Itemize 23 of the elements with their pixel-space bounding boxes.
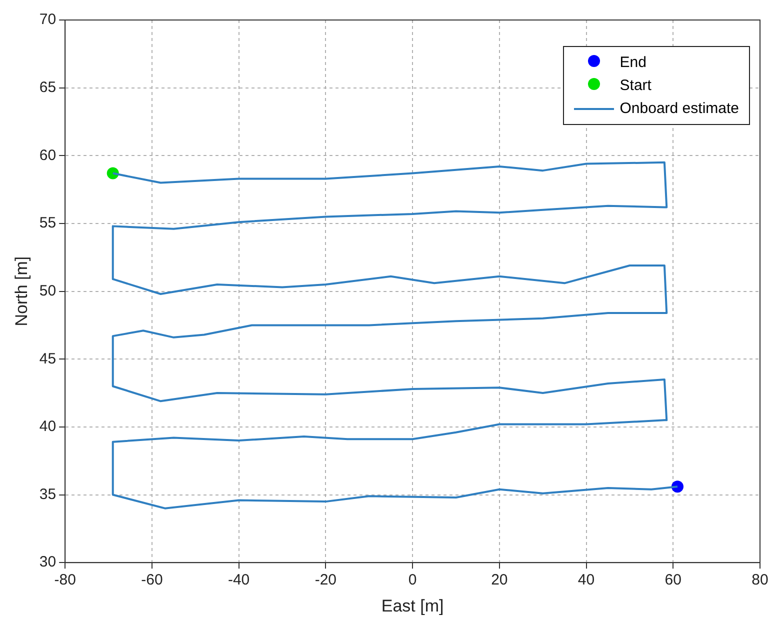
legend-label: Start — [620, 77, 652, 94]
legend-label: End — [620, 54, 646, 71]
x-tick-label: 40 — [578, 572, 595, 589]
y-axis-title: North [m] — [12, 256, 31, 326]
x-tick-label: -40 — [228, 572, 250, 589]
y-tick-label: 35 — [39, 486, 56, 503]
x-tick-label: 80 — [752, 572, 768, 589]
x-tick-label: 20 — [491, 572, 508, 589]
x-tick-label: -60 — [141, 572, 163, 589]
y-tick-label: 55 — [39, 214, 56, 232]
y-tick-label: 65 — [39, 78, 56, 96]
y-tick-label: 40 — [39, 418, 56, 436]
y-tick-label: 45 — [39, 350, 56, 368]
x-tick-label: 0 — [408, 572, 417, 589]
x-axis-title: East [m] — [381, 596, 444, 616]
y-tick-label: 60 — [39, 146, 56, 164]
x-tick-label: -20 — [314, 572, 337, 589]
x-tick-label: -80 — [54, 572, 76, 589]
y-tick-label: 30 — [39, 554, 56, 571]
y-tick-label: 70 — [39, 11, 56, 28]
y-tick-label: 50 — [39, 282, 56, 300]
legend-label: Onboard estimate — [620, 100, 739, 117]
x-tick-label: 60 — [664, 572, 682, 589]
